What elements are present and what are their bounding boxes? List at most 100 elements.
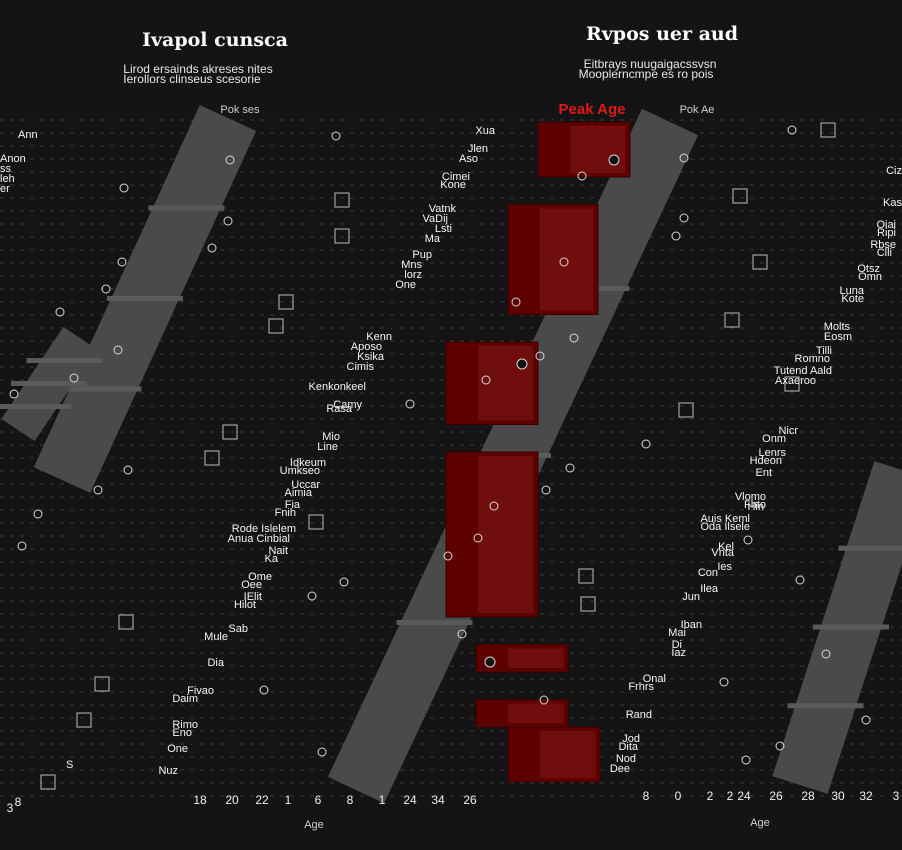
name-label-right: Hin — [747, 501, 764, 513]
right-band-tick — [787, 703, 864, 709]
left-band-upper-tick — [148, 205, 225, 211]
name-label-left: Hilot — [234, 599, 256, 611]
x-tick-left: 20 — [225, 793, 239, 807]
name-label-right: Oda Ilsele — [700, 521, 750, 533]
square-marker — [334, 192, 350, 208]
left-chart-subtitle-1: Lirod ersainds akreses nites — [123, 62, 272, 76]
right-chart-subtitle-2: Mooplerncmpe es ro pois — [579, 67, 714, 81]
name-label-left: Kenn — [366, 331, 392, 343]
square-marker — [118, 614, 134, 630]
name-label-left: Vatnk — [429, 203, 457, 215]
name-label-left: Lsti — [435, 223, 452, 235]
corner-label-left-2: 8 — [15, 795, 22, 809]
peak-region-highlight — [478, 456, 534, 613]
corner-label-left: 3 — [7, 801, 14, 815]
name-label-left: Camy — [333, 399, 362, 411]
x-tick-left: 1 — [379, 793, 386, 807]
data-point — [119, 183, 129, 193]
peak-age-regions — [445, 121, 631, 783]
name-label-right: Vnta — [711, 547, 735, 559]
data-point — [473, 533, 483, 543]
square-marker — [578, 568, 594, 584]
band-label-right: Pok Ae — [680, 104, 715, 116]
x-tick-left: 22 — [255, 793, 269, 807]
x-axis-title-right: Age — [750, 817, 770, 829]
left-band-lower-tick — [26, 358, 103, 363]
name-label-left: leh — [0, 173, 15, 185]
x-tick-right: 30 — [831, 789, 845, 803]
name-label-left: Rasa — [326, 403, 353, 415]
name-label-left: lorz — [404, 269, 422, 281]
data-point — [481, 375, 491, 385]
data-point — [641, 439, 651, 449]
x-axis-title-left: Age — [304, 819, 324, 831]
data-point — [9, 389, 19, 399]
name-label-right: Frhrs — [628, 681, 654, 693]
square-marker — [268, 318, 284, 334]
data-point — [55, 307, 65, 317]
x-tick-right: 3 — [893, 789, 900, 803]
name-label-right: Onal — [643, 673, 666, 685]
name-label-left: Fia — [285, 499, 301, 511]
name-label-right: Iaz — [671, 647, 686, 659]
name-label-left: Ann — [18, 129, 38, 141]
data-point — [207, 243, 217, 253]
name-label-left: Ksika — [357, 351, 385, 363]
data-point — [123, 465, 133, 475]
x-tick-right: 2 — [707, 789, 714, 803]
name-label-left: Fnih — [275, 507, 296, 519]
name-label-right: Oiai — [876, 219, 896, 231]
name-label-right: Otsz — [857, 263, 880, 275]
name-label-right: Con — [698, 567, 718, 579]
x-tick-left: 26 — [463, 793, 477, 807]
data-point — [489, 501, 499, 511]
square-marker — [752, 254, 768, 270]
name-label-right: Eosm — [824, 331, 852, 343]
name-label-left: Nait — [268, 545, 288, 557]
name-label-left: Umkseo — [280, 465, 320, 477]
peak-region — [507, 726, 601, 783]
right-band-tick — [838, 545, 902, 551]
name-label-right: Jod — [622, 733, 640, 745]
data-point — [569, 333, 579, 343]
name-label-right: Ies — [717, 561, 732, 573]
data-point — [741, 755, 751, 765]
name-label-left: Oee — [241, 579, 262, 591]
square-marker — [308, 514, 324, 530]
name-label-right: Rand — [626, 709, 652, 721]
name-label-left: Kenkonkeel — [309, 381, 367, 393]
x-tick-left: 6 — [315, 793, 322, 807]
name-label-right: Jun — [682, 591, 700, 603]
name-label-left: IElit — [244, 591, 262, 603]
data-point — [795, 575, 805, 585]
peak-region-highlight — [478, 346, 534, 421]
data-point — [339, 577, 349, 587]
name-label-left: Rode Islelem — [232, 523, 296, 535]
data-point — [679, 213, 689, 223]
square-marker — [334, 228, 350, 244]
name-label-left: Aimia — [284, 487, 312, 499]
x-tick-right: 28 — [801, 789, 815, 803]
name-label-right: Kas — [883, 197, 902, 209]
name-label-left: Ome — [248, 571, 272, 583]
name-label-left: VaDij — [423, 213, 448, 225]
name-label-left: Kone — [440, 179, 466, 191]
data-point — [117, 257, 127, 267]
data-point — [259, 685, 269, 695]
name-label-left: Xua — [475, 125, 495, 137]
peak-region — [537, 121, 631, 178]
name-label-left: Ka — [265, 553, 279, 565]
name-label-left: One — [395, 279, 416, 291]
axes: 18 20 22 1 6 8 1 24 34 26 8 0 2 2 24 26 28 30 32 3 — [193, 789, 899, 807]
data-point — [225, 155, 235, 165]
right-chart-subtitle-1: Eitbrays nuugaigacssvsn — [584, 57, 717, 71]
left-chart-title: Ivapol cunsca — [142, 29, 288, 51]
name-label-left: Mns — [401, 259, 422, 271]
x-tick-left: 24 — [403, 793, 417, 807]
left-band-upper-tick — [107, 296, 183, 301]
data-point — [69, 373, 79, 383]
name-label-right: Clli — [877, 247, 892, 259]
